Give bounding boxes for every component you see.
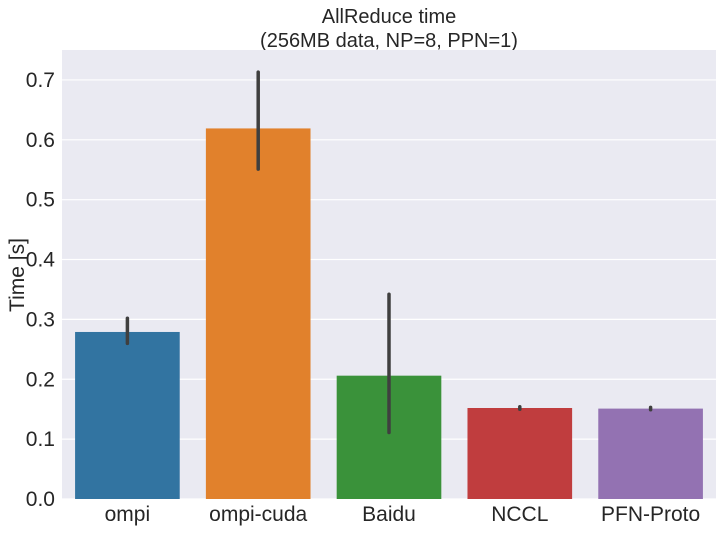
x-tick-label: Baidu <box>362 503 416 526</box>
chart-title-line-1: AllReduce time <box>322 6 457 28</box>
x-tick-label: ompi-cuda <box>209 503 307 526</box>
bar-nccl <box>467 408 573 499</box>
bar-ompi-cuda <box>205 128 311 499</box>
y-axis-label: Time [s] <box>6 238 29 312</box>
y-tick-label: 0.6 <box>26 129 55 152</box>
y-tick-label: 0.0 <box>26 488 55 511</box>
chart-title-line-2: (256MB data, NP=8, PPN=1) <box>260 30 518 52</box>
y-tick-label: 0.1 <box>26 428 55 451</box>
x-tick-label: ompi <box>105 503 151 526</box>
y-tick-label: 0.2 <box>26 368 55 391</box>
y-tick-label: 0.4 <box>26 249 56 272</box>
y-tick-labels: 0.0 0.1 0.2 0.3 0.4 0.5 0.6 0.7 <box>26 69 56 511</box>
x-tick-labels: ompi ompi-cuda Baidu NCCL PFN-Proto <box>105 503 701 526</box>
y-tick-label: 0.5 <box>26 189 55 212</box>
bar-pfn-proto <box>598 408 703 499</box>
x-tick-label: NCCL <box>491 503 548 526</box>
error-bars <box>125 70 653 435</box>
bar-ompi <box>75 331 180 499</box>
bars <box>75 128 703 499</box>
y-tick-label: 0.7 <box>26 69 55 92</box>
x-tick-label: PFN-Proto <box>601 503 700 526</box>
y-tick-label: 0.3 <box>26 308 55 331</box>
